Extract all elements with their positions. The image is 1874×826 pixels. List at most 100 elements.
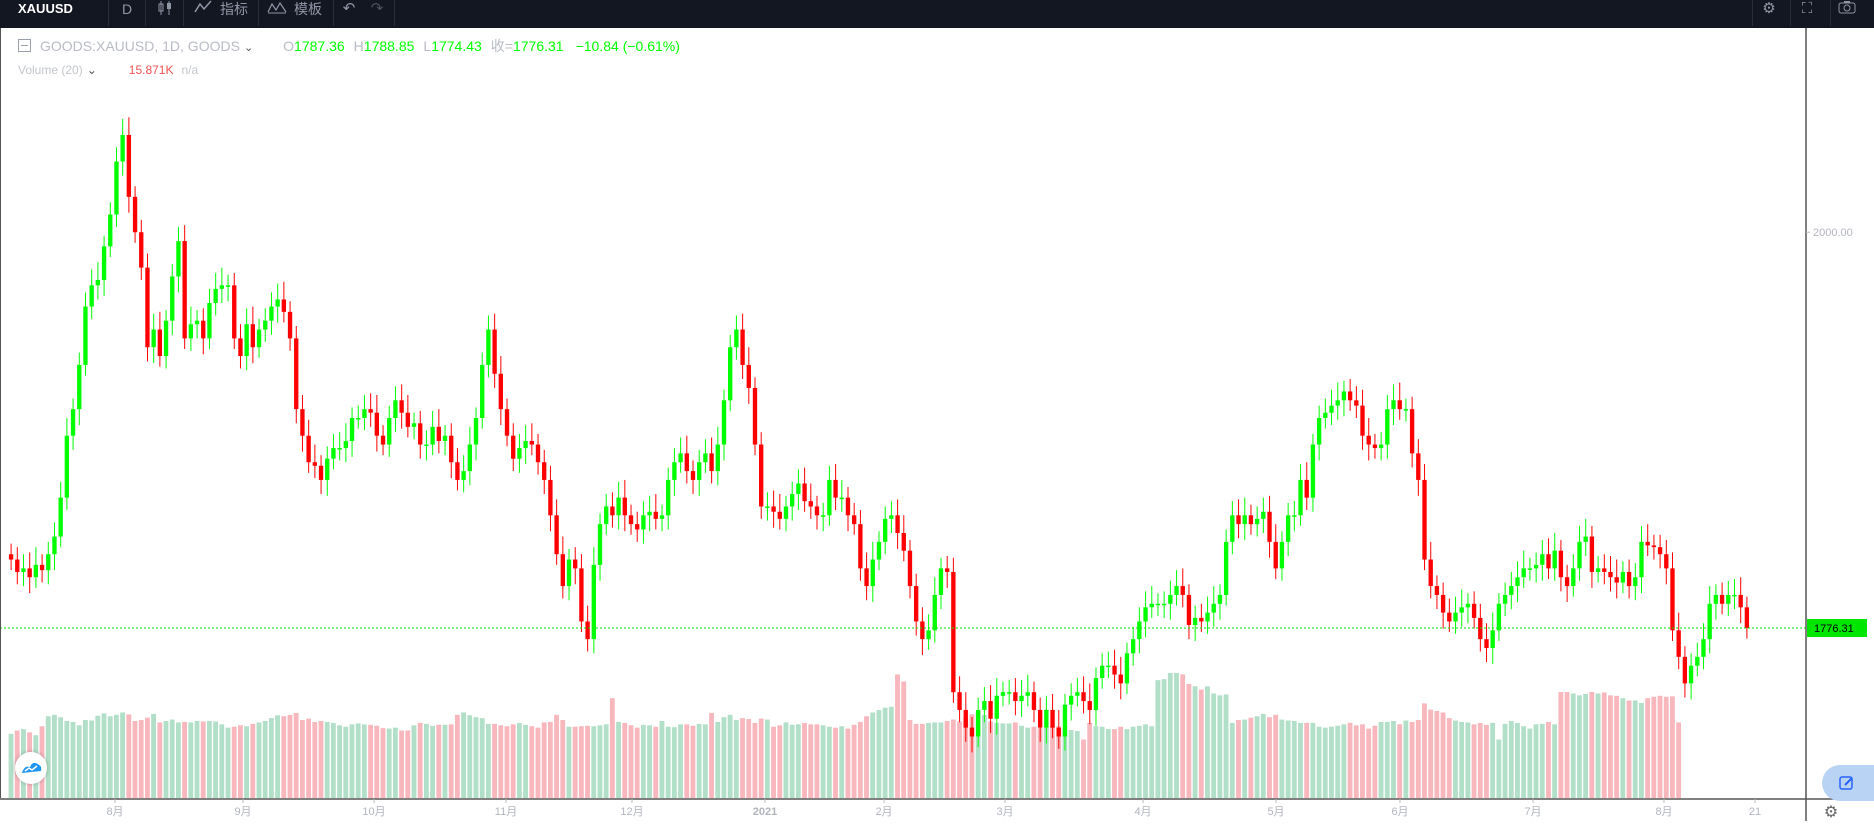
chart-pane[interactable]: 2000.00 1776.31 8月 9月 10月 11月 12月 2021 2月 3月 4月 5月 6…: [0, 28, 1874, 821]
candle-body: [1670, 568, 1675, 631]
candle-body: [870, 559, 875, 587]
candle-body: [194, 320, 200, 325]
candle-body: [523, 441, 528, 449]
indicators-button[interactable]: 指标: [220, 1, 248, 17]
volume-bar: [1471, 724, 1477, 798]
fullscreen-icon[interactable]: ⛶: [1801, 0, 1813, 17]
volume-bar: [1130, 726, 1136, 798]
volume-bar: [814, 724, 820, 798]
toolbar-divider: [1790, 0, 1791, 26]
redo-icon[interactable]: ↷: [370, 0, 384, 17]
candle-body: [1428, 559, 1433, 587]
price-chart[interactable]: 2000.00 1776.31 8月 9月 10月 11月 12月 2021 2月 3月 4月 5月 6…: [0, 28, 1874, 821]
volume-bar: [1552, 724, 1558, 798]
volume-bar: [758, 718, 764, 798]
volume-bar: [1465, 722, 1471, 798]
volume-bar: [405, 730, 411, 798]
volume-bar: [1508, 721, 1514, 798]
candle-body: [83, 306, 88, 365]
volume-bar: [851, 724, 857, 798]
candle-body: [1701, 639, 1706, 657]
volume-label[interactable]: Volume (20): [18, 63, 83, 77]
volume-bar: [1180, 674, 1186, 798]
candle-body: [1031, 692, 1037, 710]
x-tick-label: 7月: [1524, 806, 1541, 818]
volume-bar: [89, 720, 95, 798]
volume-bar: [752, 722, 758, 798]
candle-body: [1106, 665, 1111, 668]
volume-bar: [95, 715, 101, 798]
legend-symbol[interactable]: GOODS:XAUUSD, 1D, GOODS: [40, 38, 240, 54]
volume-bar: [578, 726, 584, 798]
volume-bar: [337, 725, 342, 798]
axis-settings-icon[interactable]: ⚙: [1824, 804, 1838, 821]
candle-body: [1093, 678, 1099, 710]
volume-bar: [361, 724, 367, 798]
candle-body: [1137, 621, 1142, 640]
candle-body: [678, 453, 683, 463]
symbol-search[interactable]: XAUUSD: [18, 1, 73, 16]
indicators-icon[interactable]: [192, 0, 214, 18]
collapse-legend-icon[interactable]: [18, 39, 31, 52]
volume-bar: [659, 721, 665, 798]
candle-body: [1682, 656, 1688, 684]
volume-bar: [1229, 722, 1235, 798]
volume-bar: [510, 724, 516, 798]
volume-bar: [932, 722, 938, 798]
candle-body: [58, 497, 63, 537]
volume-bar: [1155, 680, 1161, 798]
volume-bar: [281, 716, 287, 798]
candle-body: [907, 550, 913, 587]
candle-body: [1056, 727, 1061, 737]
volume-bar: [554, 714, 559, 798]
volume-bar: [237, 725, 243, 798]
candle-body: [1124, 653, 1130, 684]
y-tick-label: 2000.00: [1813, 227, 1853, 239]
candle-body: [579, 568, 584, 622]
volume-bar: [1397, 724, 1403, 798]
volume-bar: [1422, 703, 1427, 798]
candle-style-icon[interactable]: [154, 0, 176, 18]
volume-bar: [417, 722, 423, 798]
candle-body: [1155, 603, 1161, 606]
volume-bar: [994, 722, 1000, 798]
candle-body: [709, 453, 714, 472]
volume-bar: [820, 725, 826, 798]
candle-body: [1186, 594, 1192, 625]
templates-button[interactable]: 模板: [294, 1, 322, 17]
camera-icon[interactable]: [1836, 0, 1858, 18]
volume-bar: [1143, 724, 1148, 798]
volume-bar: [219, 724, 225, 798]
top-toolbar: XAUUSD D 指标 模板 ↶ ↷ ⚙ ⛶: [0, 0, 1874, 28]
toolbar-divider: [394, 0, 395, 26]
candle-body: [684, 453, 689, 472]
volume-bar: [777, 725, 783, 798]
volume-bar: [678, 724, 683, 798]
templates-icon[interactable]: [266, 0, 288, 18]
close-value: 1776.31: [512, 38, 564, 54]
undo-icon[interactable]: ↶: [342, 0, 356, 17]
chevron-down-icon[interactable]: ⌄: [86, 63, 97, 77]
candle-body: [560, 554, 565, 587]
candle-body: [182, 241, 187, 339]
chevron-down-icon[interactable]: ⌄: [243, 42, 254, 54]
volume-bar: [473, 717, 479, 798]
volume-bar: [1136, 725, 1142, 798]
candle-body: [1261, 511, 1266, 519]
candle-body: [1738, 594, 1743, 608]
candle-body: [1385, 409, 1390, 445]
candle-body: [1168, 594, 1173, 604]
volume-bar: [1186, 683, 1192, 798]
volume-bar: [467, 715, 473, 798]
interval-button[interactable]: D: [122, 1, 133, 17]
candle-body: [312, 462, 318, 466]
volume-bar: [901, 681, 907, 798]
volume-bar: [671, 727, 677, 798]
tradingview-logo-icon[interactable]: [15, 752, 47, 784]
edit-floating-button[interactable]: [1822, 765, 1874, 801]
candle-body: [201, 320, 206, 339]
gear-icon[interactable]: ⚙: [1762, 0, 1776, 17]
candle-body: [405, 412, 410, 427]
volume-bar: [1676, 722, 1682, 798]
volume-bar: [957, 721, 962, 798]
